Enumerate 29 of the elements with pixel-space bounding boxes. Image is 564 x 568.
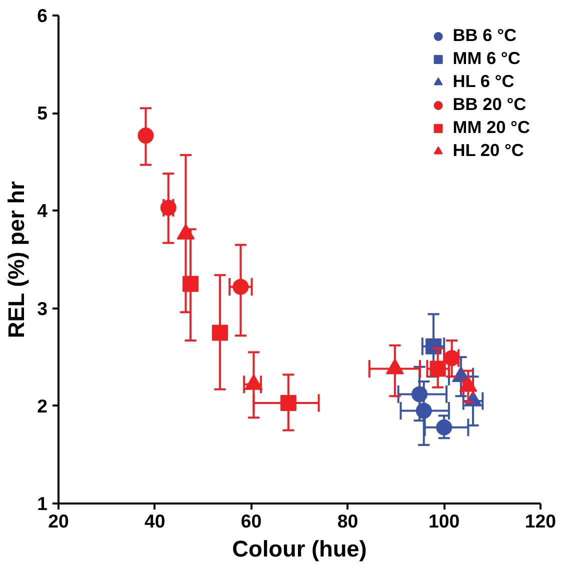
point xyxy=(160,200,176,216)
legend-label: HL 20 °C xyxy=(452,140,524,161)
y-tick-label: 6 xyxy=(37,5,48,26)
point xyxy=(232,278,249,295)
point xyxy=(280,394,296,411)
x-axis-title: Colour (hue) xyxy=(232,536,367,562)
legend-label: MM 20 °C xyxy=(452,117,530,138)
legend-label: MM 6 °C xyxy=(452,48,520,69)
point xyxy=(416,402,432,419)
y-axis-title: REL (%) per hr xyxy=(3,181,30,338)
point xyxy=(138,128,154,144)
y-tick-label: 2 xyxy=(37,395,48,416)
legend-label: BB 20 °C xyxy=(452,94,526,115)
y-tick-label: 3 xyxy=(37,298,48,319)
y-tick-label: 5 xyxy=(37,102,48,124)
point xyxy=(430,360,446,377)
legend-label: BB 6 °C xyxy=(452,25,517,46)
y-tick-label: 4 xyxy=(37,200,48,222)
y-tick-label: 1 xyxy=(37,493,48,514)
x-tick-label: 100 xyxy=(428,510,460,532)
x-tick-label: 60 xyxy=(240,510,262,532)
point xyxy=(412,386,428,402)
x-tick-label: 40 xyxy=(144,510,166,532)
point xyxy=(212,324,228,341)
x-tick-label: 20 xyxy=(48,510,69,532)
x-tick-label: 80 xyxy=(337,510,358,532)
x-tick-label: 120 xyxy=(524,510,556,532)
legend-label: HL 6 °C xyxy=(452,71,514,92)
point xyxy=(436,419,452,436)
